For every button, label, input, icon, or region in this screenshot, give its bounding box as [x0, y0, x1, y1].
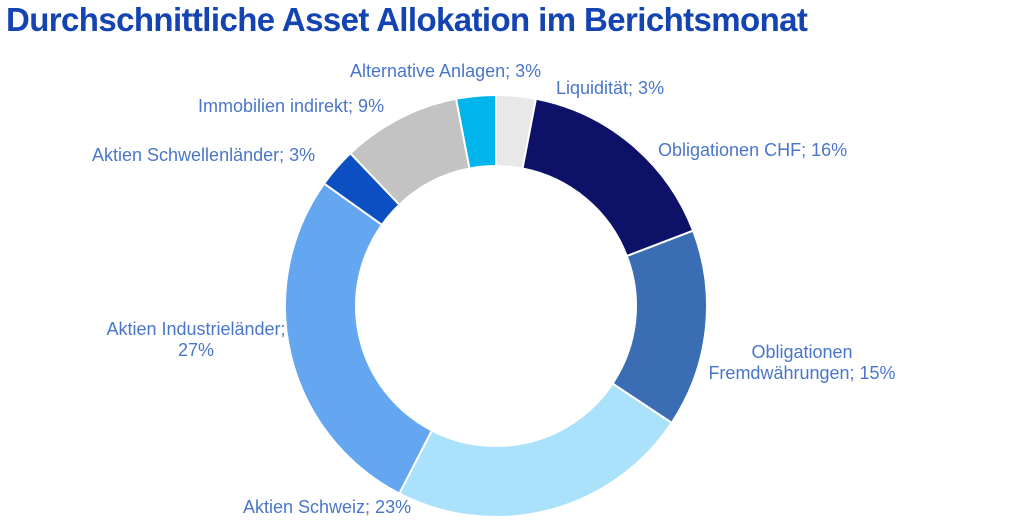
slice-label-aktien-schwellenlaender: Aktien Schwellenländer; 3%	[92, 145, 316, 165]
chart-title: Durchschnittliche Asset Allokation im Be…	[6, 1, 808, 38]
donut-segment-obligationen-chf	[521, 97, 695, 258]
slice-label-obligationen-fremdwaehrungen: Obligationen Fremdwährungen; 15%	[708, 342, 896, 383]
donut-segment-alternative-anlagen	[455, 94, 497, 170]
slice-label-alternative-anlagen: Alternative Anlagen; 3%	[350, 61, 542, 81]
donut-segment-aktien-schweiz	[398, 382, 673, 518]
slice-label-immobilien-indirekt: Immobilien indirekt; 9%	[198, 96, 385, 116]
slice-label-liquiditaet: Liquidität; 3%	[556, 78, 665, 98]
slice-label-aktien-industrielaender: Aktien Industrieländer; 27%	[106, 319, 286, 360]
slice-label-aktien-schweiz: Aktien Schweiz; 23%	[243, 497, 412, 517]
donut-segment-aktien-industrielaender	[284, 182, 433, 495]
slice-label-obligationen-chf: Obligationen CHF; 16%	[658, 140, 848, 160]
